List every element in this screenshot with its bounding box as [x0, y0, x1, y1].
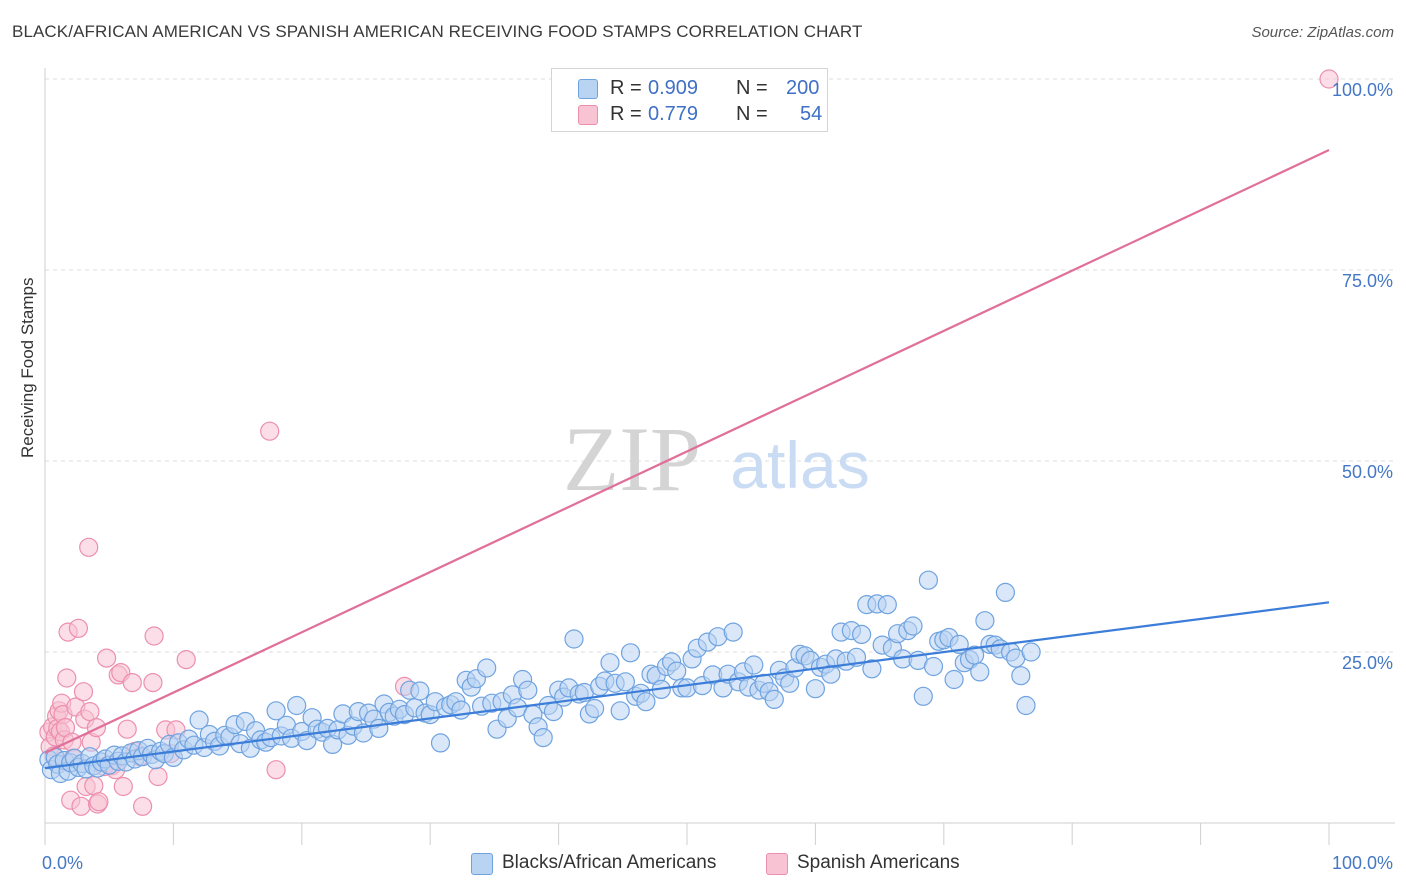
point-blacks [944, 669, 964, 690]
point-spanish [176, 649, 196, 670]
point-blacks [667, 661, 687, 681]
x-tick-label: 0.0% [42, 853, 83, 873]
point-blacks [584, 698, 605, 719]
point-spanish [260, 421, 280, 441]
point-spanish [117, 719, 137, 739]
point-blacks [877, 594, 897, 615]
watermark-atlas: atlas [730, 428, 869, 502]
point-spanish [96, 648, 117, 668]
point-spanish [122, 672, 142, 693]
y-tick-label: 75.0% [1342, 271, 1393, 291]
r-value: 0.909 [648, 77, 699, 99]
watermark-zip: ZIP [563, 408, 701, 510]
point-blacks [764, 689, 784, 710]
point-spanish [73, 682, 94, 702]
r-label: R = [610, 77, 642, 99]
source-credit: Source: ZipAtlas.com [1251, 24, 1394, 41]
n-label: N = [736, 103, 768, 125]
point-blacks [923, 656, 944, 677]
point-blacks [564, 629, 584, 649]
point-spanish [80, 701, 100, 722]
point-blacks [918, 570, 939, 590]
point-blacks [903, 616, 923, 636]
x-tick-label: 100.0% [1332, 853, 1393, 873]
trend-line-blacks [44, 601, 1330, 770]
point-blacks [189, 710, 209, 730]
legend-swatch-blue [471, 853, 493, 875]
point-spanish [89, 792, 109, 812]
data-points [39, 69, 1339, 816]
y-axis-label: Receiving Food Stamps [18, 277, 37, 458]
point-blacks [410, 681, 430, 701]
point-blacks [266, 701, 286, 721]
point-blacks [369, 718, 389, 739]
point-blacks [430, 733, 451, 753]
axes [44, 68, 1395, 845]
n-value: 54 [800, 103, 823, 125]
point-blacks [533, 727, 553, 748]
y-tick-label: 25.0% [1342, 653, 1393, 673]
n-value: 200 [786, 77, 820, 99]
point-blacks [744, 655, 764, 675]
point-spanish [71, 796, 91, 816]
point-blacks [970, 662, 990, 682]
point-blacks [723, 622, 743, 642]
grid-lines [45, 78, 1395, 653]
point-spanish [144, 626, 164, 646]
trend-line-spanish [44, 149, 1330, 754]
point-blacks [451, 700, 471, 720]
series-swatch-pink [578, 105, 598, 125]
point-spanish [113, 776, 133, 797]
point-spanish [143, 672, 163, 693]
point-blacks [600, 653, 620, 673]
point-blacks [805, 679, 826, 699]
point-spanish [79, 537, 99, 557]
point-blacks [1011, 666, 1031, 686]
point-blacks [287, 695, 307, 716]
point-blacks [1021, 642, 1041, 662]
point-spanish [133, 796, 153, 816]
point-blacks [975, 611, 995, 631]
trend-lines [44, 149, 1330, 770]
r-value: 0.779 [648, 103, 699, 125]
point-blacks [995, 582, 1016, 603]
point-blacks [610, 701, 630, 721]
y-tick-label: 50.0% [1342, 462, 1393, 482]
point-blacks [477, 658, 497, 678]
legend-label-blacks: Blacks/African Americans [502, 852, 717, 873]
watermark: ZIP atlas [563, 408, 870, 510]
series-swatch-blue [578, 79, 598, 99]
point-blacks [851, 624, 872, 645]
tick-labels: 25.0% 50.0% 75.0% 100.0% 0.0% 100.0% [42, 80, 1393, 873]
point-blacks [636, 692, 656, 712]
point-spanish [148, 766, 168, 787]
legend-label-spanish: Spanish Americans [797, 852, 960, 873]
point-blacks [620, 643, 641, 663]
legend-swatch-pink [766, 853, 788, 875]
point-spanish [1319, 69, 1339, 89]
r-label: R = [610, 103, 642, 125]
point-blacks [615, 672, 636, 692]
y-tick-label: 100.0% [1332, 80, 1393, 100]
point-spanish [57, 668, 77, 688]
stats-legend: R = 0.909 N = 200 R = 0.779 N = 54 [551, 68, 828, 132]
point-spanish [266, 760, 286, 780]
point-blacks [913, 686, 933, 706]
point-blacks [1016, 695, 1036, 716]
point-blacks [518, 680, 538, 700]
chart-title: BLACK/AFRICAN AMERICAN VS SPANISH AMERIC… [12, 22, 863, 41]
point-spanish [84, 776, 104, 796]
n-label: N = [736, 77, 768, 99]
point-blacks [862, 659, 882, 679]
point-spanish [68, 618, 89, 638]
